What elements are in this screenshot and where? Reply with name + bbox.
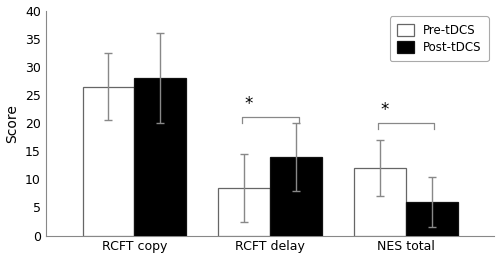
Text: *: * (244, 95, 253, 113)
Bar (218, 188, 270, 236)
Legend: Pre-tDCS, Post-tDCS: Pre-tDCS, Post-tDCS (390, 17, 488, 61)
Bar (82, 87, 134, 236)
Text: *: * (380, 100, 389, 119)
Bar (406, 202, 458, 236)
Y-axis label: Score: Score (6, 104, 20, 142)
Bar (354, 168, 406, 236)
Bar (270, 157, 322, 236)
Bar (134, 78, 186, 236)
